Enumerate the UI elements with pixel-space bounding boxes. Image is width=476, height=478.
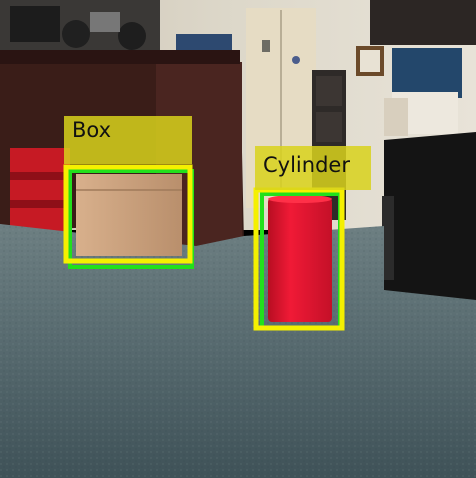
box-detection-outline [63, 164, 193, 264]
box-label-background [64, 116, 192, 164]
red-cylinder [268, 198, 332, 322]
cylinder-detection-label: Cylinder [263, 153, 350, 177]
cardboard-box [76, 174, 182, 256]
wall-poster [392, 48, 462, 98]
box-detection-label: Box [72, 118, 112, 142]
black-cabinet [384, 132, 476, 304]
upper-shelf [370, 0, 476, 45]
red-crates [10, 148, 70, 234]
cylinder-label-background [255, 146, 371, 190]
